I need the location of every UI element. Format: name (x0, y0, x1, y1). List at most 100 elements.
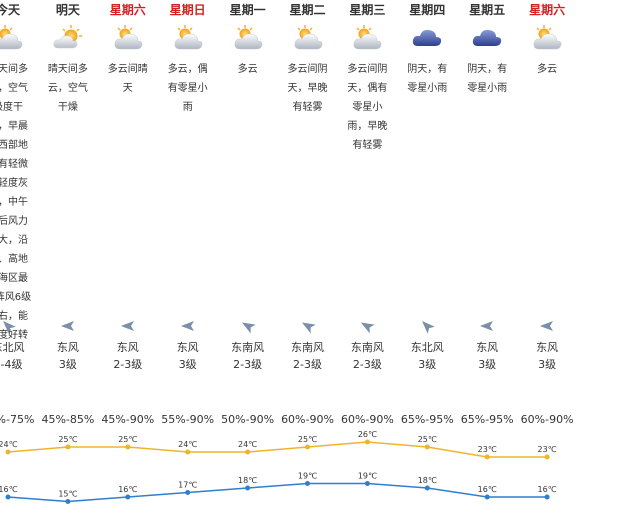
high-temp-label: 24℃ (0, 440, 18, 449)
weather-description: 多云间阴天，早晚有轻雾 (287, 64, 328, 113)
partly-cloudy-icon (172, 24, 204, 52)
wind-direction: 东风 (176, 341, 199, 354)
wind-direction-arrow-icon (539, 318, 555, 334)
low-temp-label: 16℃ (478, 485, 497, 494)
high-temp-point (484, 454, 490, 460)
low-temp-point (185, 490, 191, 495)
high-temp-label: 24℃ (178, 440, 197, 449)
day-label: 星期二 (289, 3, 326, 17)
humidity-range: 45%-90% (101, 413, 155, 426)
wind-direction: 东南风 (291, 341, 324, 354)
low-temp-point (5, 494, 11, 500)
high-temp-label: 23℃ (478, 445, 497, 454)
low-temp-label: 15℃ (58, 490, 77, 499)
wind-direction: 东风 (56, 341, 79, 354)
high-temp-label: 26℃ (358, 430, 377, 439)
wind-direction: 东北风 (0, 341, 25, 354)
high-temp-point (544, 454, 550, 460)
low-temp-label: 17℃ (178, 481, 197, 490)
partly-cloudy-icon (0, 24, 24, 52)
day-label: 星期日 (169, 3, 206, 17)
low-temp-label: 19℃ (298, 472, 317, 481)
wind-direction: 东北风 (410, 341, 444, 354)
high-temp-line (7, 441, 548, 458)
wind-level: 2-3级 (352, 358, 382, 371)
humidity-range: 50%-90% (221, 413, 275, 426)
weather-description: 晴天间多云，空气干燥 (47, 64, 88, 113)
high-temp-label: 25℃ (58, 435, 77, 444)
low-temp-line (7, 482, 548, 503)
day-label: 今天 (0, 3, 20, 17)
weather-description: 多云间晴天 (107, 64, 148, 94)
humidity-range: 65%-95% (400, 413, 454, 426)
dark-cloud-icon (411, 24, 443, 52)
wind-level: 3级 (538, 358, 557, 371)
wind-level: 3级 (478, 358, 497, 371)
low-temp-point (245, 485, 251, 491)
humidity-range: 60%-90% (340, 413, 394, 426)
weather-description: 多云 (537, 64, 558, 75)
weather-description: 阴天，有零星小雨 (407, 64, 448, 94)
wind-level: 3级 (58, 358, 77, 371)
wind-direction-arrow-icon (479, 318, 495, 334)
day-label: 星期三 (349, 3, 386, 17)
high-temp-point (364, 439, 370, 445)
high-temp-point (185, 449, 191, 455)
wind-direction-arrow-icon (240, 318, 256, 334)
wind-direction-arrow-icon (300, 318, 316, 334)
low-temp-point (424, 485, 430, 491)
wind-level: 3级 (418, 358, 437, 371)
high-temp-label: 25℃ (298, 435, 317, 444)
weather-description: 阴天，有零星小雨 (467, 64, 508, 94)
wind-direction: 东风 (476, 341, 499, 354)
high-temp-point (245, 449, 251, 455)
sunny-cloud-icon (52, 24, 84, 52)
high-temp-point (65, 444, 71, 450)
wind-direction: 东南风 (231, 341, 265, 354)
low-temp-label: 16℃ (538, 485, 557, 494)
weather-description: 晴天间多云，空气极度干燥，早晨中西部地区有轻微到轻度灰霾，中午前后风力加大，沿海… (0, 64, 32, 341)
low-temp-point (305, 481, 310, 486)
low-temp-point (544, 494, 550, 500)
wind-direction-arrow-icon (60, 318, 76, 334)
wind-direction-arrow-icon (419, 318, 436, 334)
wind-level: 2-3级 (233, 358, 263, 371)
low-temp-point (484, 494, 490, 500)
weather-description: 多云 (237, 64, 258, 75)
day-label: 星期五 (469, 3, 506, 17)
wind-direction: 东风 (536, 341, 559, 354)
humidity-range: 65%-95% (460, 413, 514, 426)
wind-level: 3级 (178, 358, 197, 371)
high-temp-point (5, 449, 11, 455)
high-temp-label: 25℃ (118, 435, 137, 444)
partly-cloudy-icon (232, 24, 264, 52)
weather-description: 多云间阴天，偶有零星小雨，早晚有轻雾 (347, 64, 388, 151)
high-temp-label: 23℃ (538, 445, 557, 454)
partly-cloudy-icon (531, 24, 563, 52)
wind-direction: 东南风 (350, 341, 384, 354)
wind-direction-arrow-icon (0, 318, 16, 334)
humidity-range: 55%-90% (161, 413, 215, 426)
low-temp-label: 18℃ (418, 476, 437, 485)
low-temp-point (65, 499, 71, 504)
weather-description: 多云，偶有零星小雨 (167, 64, 208, 113)
wind-level: 2-3级 (293, 358, 322, 371)
wind-direction-arrow-icon (120, 318, 136, 334)
dark-cloud-icon (471, 24, 503, 52)
low-temp-label: 19℃ (358, 472, 377, 481)
low-temp-label: 16℃ (0, 485, 18, 494)
day-label: 星期六 (109, 3, 146, 17)
wind-direction: 东风 (116, 341, 139, 354)
humidity-range: 60%-90% (520, 413, 574, 426)
partly-cloudy-icon (351, 24, 383, 52)
high-temp-label: 25℃ (418, 435, 437, 444)
low-temp-point (125, 494, 131, 500)
humidity-range: 35%-75% (0, 413, 35, 426)
day-label: 星期六 (529, 3, 566, 17)
wind-level: 3-4级 (0, 358, 23, 371)
partly-cloudy-icon (112, 24, 144, 52)
low-temp-label: 18℃ (238, 476, 257, 485)
wind-direction-arrow-icon (180, 318, 196, 334)
